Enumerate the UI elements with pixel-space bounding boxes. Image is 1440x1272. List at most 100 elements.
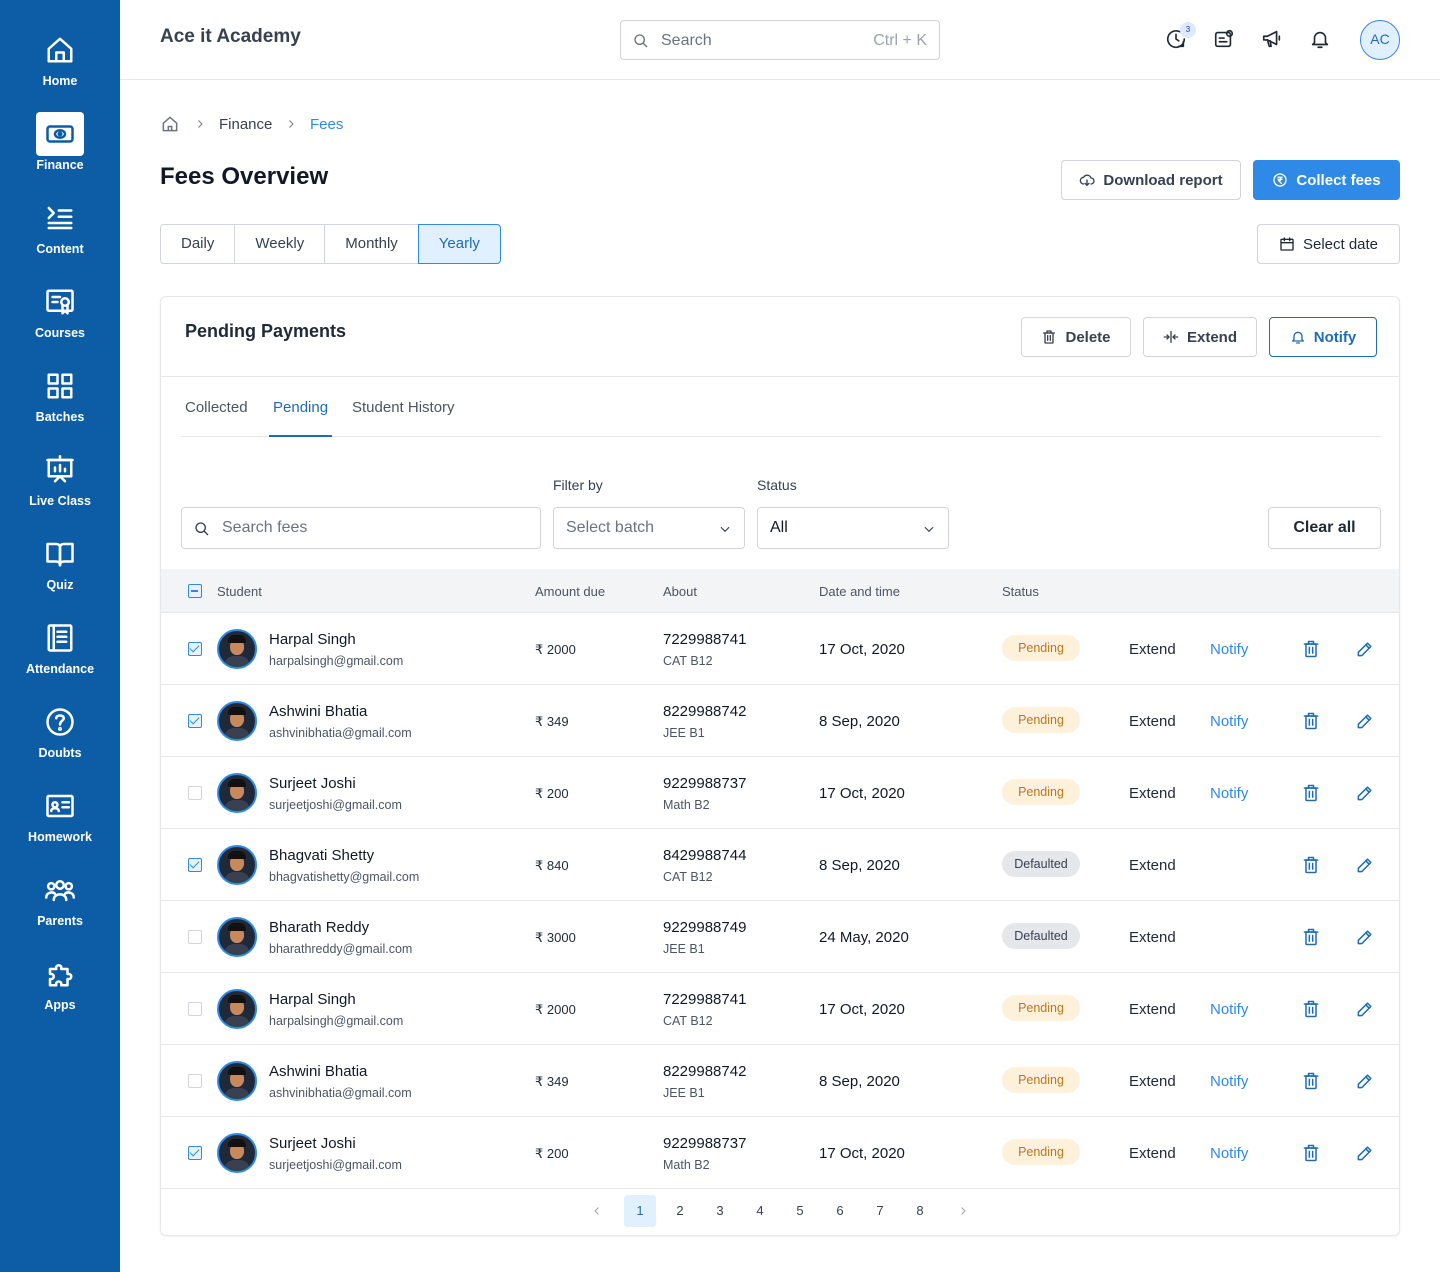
sidebar-item-home[interactable]: Home	[0, 12, 120, 96]
pencil-icon[interactable]	[1355, 1071, 1375, 1091]
row-checkbox[interactable]	[188, 714, 202, 728]
sidebar-item-attendance[interactable]: Attendance	[0, 600, 120, 684]
row-notify-link[interactable]: Notify	[1210, 713, 1249, 730]
row-checkbox[interactable]	[188, 786, 202, 800]
table-row[interactable]: Harpal Singh harpalsingh@gmail.com ₹ 2000 7…	[161, 613, 1399, 685]
sidebar-item-content[interactable]: Content	[0, 180, 120, 264]
trash-icon[interactable]	[1301, 639, 1321, 659]
trash-icon[interactable]	[1301, 999, 1321, 1019]
row-extend-link[interactable]: Extend	[1129, 713, 1176, 730]
tab-pending[interactable]: Pending	[269, 399, 333, 437]
breadcrumb-finance[interactable]: Finance	[219, 116, 273, 133]
home-icon[interactable]	[160, 114, 180, 134]
page-1[interactable]: 1	[624, 1195, 656, 1227]
clear-all-button[interactable]: Clear all	[1268, 507, 1381, 549]
sidebar-item-doubts[interactable]: Doubts	[0, 684, 120, 768]
row-notify-link[interactable]: Notify	[1210, 641, 1249, 658]
notifications-button[interactable]	[1309, 28, 1333, 52]
page-2[interactable]: 2	[676, 1203, 684, 1218]
pencil-icon[interactable]	[1355, 1143, 1375, 1163]
row-checkbox[interactable]	[188, 642, 202, 656]
next-page-button[interactable]	[947, 1195, 979, 1227]
row-notify-link[interactable]: Notify	[1210, 785, 1249, 802]
row-checkbox[interactable]	[188, 858, 202, 872]
row-extend-link[interactable]: Extend	[1129, 785, 1176, 802]
card-title: Pending Payments	[185, 321, 347, 341]
table-row[interactable]: Surjeet Joshi surjeetjoshi@gmail.com ₹ 200…	[161, 1117, 1399, 1189]
announcements-button[interactable]	[1261, 28, 1285, 52]
page-7[interactable]: 7	[876, 1203, 884, 1218]
pencil-icon[interactable]	[1355, 855, 1375, 875]
pencil-icon[interactable]	[1355, 999, 1375, 1019]
page-5[interactable]: 5	[796, 1203, 804, 1218]
pencil-icon[interactable]	[1355, 639, 1375, 659]
batch-select[interactable]: Select batch	[553, 507, 745, 549]
row-checkbox[interactable]	[188, 1146, 202, 1160]
page-6[interactable]: 6	[836, 1203, 844, 1218]
pencil-icon[interactable]	[1355, 711, 1375, 731]
period-yearly[interactable]: Yearly	[417, 224, 501, 264]
amount-due: ₹ 200	[535, 1146, 569, 1161]
page-4[interactable]: 4	[756, 1203, 764, 1218]
payment-tabs: Collected Pending Student History	[181, 397, 1381, 437]
download-report-button[interactable]: Download report	[1061, 160, 1241, 200]
pencil-icon[interactable]	[1355, 783, 1375, 803]
row-extend-link[interactable]: Extend	[1129, 1073, 1176, 1090]
prev-page-button[interactable]	[581, 1195, 613, 1227]
tab-student-history[interactable]: Student History	[352, 399, 455, 416]
trash-icon[interactable]	[1301, 927, 1321, 947]
collect-fees-button[interactable]: Collect fees	[1253, 160, 1400, 200]
row-notify-link[interactable]: Notify	[1210, 1001, 1249, 1018]
trash-icon[interactable]	[1301, 783, 1321, 803]
notify-label: Notify	[1313, 328, 1357, 346]
delete-button[interactable]: Delete	[1021, 317, 1131, 357]
sidebar-item-live-class[interactable]: Live Class	[0, 432, 120, 516]
certificate-icon	[44, 286, 76, 318]
row-extend-link[interactable]: Extend	[1129, 1145, 1176, 1162]
table-row[interactable]: Harpal Singh harpalsingh@gmail.com ₹ 2000 7…	[161, 973, 1399, 1045]
status-select[interactable]: All	[757, 507, 949, 549]
table-row[interactable]: Ashwini Bhatia ashvinibhatia@gmail.com ₹ 3…	[161, 685, 1399, 757]
pencil-icon[interactable]	[1355, 927, 1375, 947]
row-notify-link[interactable]: Notify	[1210, 1145, 1249, 1162]
trash-icon[interactable]	[1301, 1143, 1321, 1163]
user-avatar[interactable]: AC	[1360, 20, 1400, 60]
sidebar-item-quiz[interactable]: Quiz	[0, 516, 120, 600]
table-row[interactable]: Ashwini Bhatia ashvinibhatia@gmail.com ₹ 3…	[161, 1045, 1399, 1117]
row-checkbox[interactable]	[188, 930, 202, 944]
sidebar-item-finance[interactable]: Finance	[0, 96, 120, 180]
row-checkbox[interactable]	[188, 1002, 202, 1016]
row-extend-link[interactable]: Extend	[1129, 857, 1176, 874]
trash-icon[interactable]	[1301, 711, 1321, 731]
trash-icon[interactable]	[1301, 855, 1321, 875]
student-email: harpalsingh@gmail.com	[269, 1014, 404, 1028]
sidebar-item-batches[interactable]: Batches	[0, 348, 120, 432]
table-row[interactable]: Bharath Reddy bharathreddy@gmail.com ₹ 300…	[161, 901, 1399, 973]
tasks-button[interactable]	[1213, 28, 1237, 52]
table-row[interactable]: Bhagvati Shetty bhagvatishetty@gmail.com ₹…	[161, 829, 1399, 901]
page-8[interactable]: 8	[916, 1203, 924, 1218]
search-fees-input[interactable]: Search fees	[181, 507, 541, 549]
trash-icon[interactable]	[1301, 1071, 1321, 1091]
select-all-checkbox[interactable]	[188, 584, 202, 598]
row-extend-link[interactable]: Extend	[1129, 1001, 1176, 1018]
row-notify-link[interactable]: Notify	[1210, 1073, 1249, 1090]
row-extend-link[interactable]: Extend	[1129, 929, 1176, 946]
updates-button[interactable]: 3	[1165, 22, 1196, 52]
sidebar-item-courses[interactable]: Courses	[0, 264, 120, 348]
extend-button[interactable]: Extend	[1143, 317, 1257, 357]
page-3[interactable]: 3	[716, 1203, 724, 1218]
period-weekly[interactable]: Weekly	[234, 224, 326, 264]
sidebar-item-parents[interactable]: Parents	[0, 852, 120, 936]
table-row[interactable]: Surjeet Joshi surjeetjoshi@gmail.com ₹ 200…	[161, 757, 1399, 829]
period-monthly[interactable]: Monthly	[324, 224, 419, 264]
row-checkbox[interactable]	[188, 1074, 202, 1088]
notify-button[interactable]: Notify	[1269, 317, 1377, 357]
global-search[interactable]: Search Ctrl + K	[620, 20, 940, 60]
sidebar-item-apps[interactable]: Apps	[0, 936, 120, 1020]
row-extend-link[interactable]: Extend	[1129, 641, 1176, 658]
select-date-button[interactable]: Select date	[1257, 224, 1400, 264]
tab-collected[interactable]: Collected	[185, 399, 248, 416]
sidebar-item-homework[interactable]: Homework	[0, 768, 120, 852]
period-daily[interactable]: Daily	[160, 224, 236, 264]
